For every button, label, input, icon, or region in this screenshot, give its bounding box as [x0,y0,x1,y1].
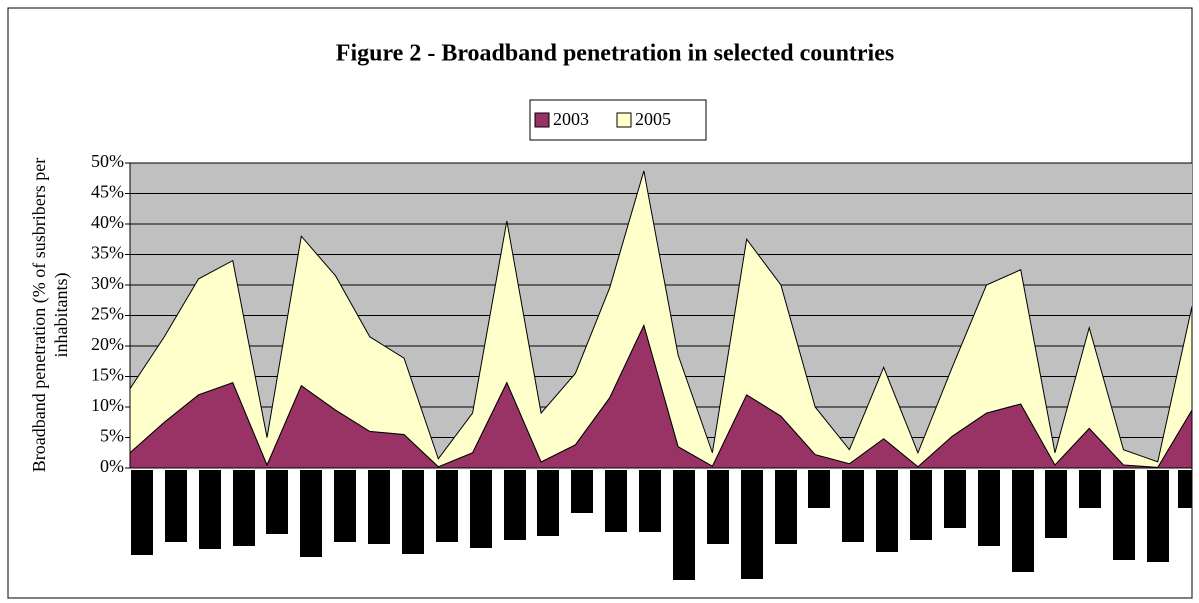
y-tick-label: 50% [91,151,124,171]
y-tick-label: 40% [91,212,124,232]
legend-swatch [534,112,550,128]
y-tick-label: 45% [91,182,124,202]
y-axis-label: Broadband penetration (% of susbribers p… [29,157,71,473]
y-tick-label: 5% [100,426,124,446]
y-tick-label: 20% [91,334,124,354]
y-tick-label: 0% [100,456,124,476]
y-tick-label: 15% [91,365,124,385]
y-tick-label: 35% [91,243,124,263]
legend-label: 2005 [635,109,671,129]
x-axis-labels-obscured [131,470,1192,580]
chart-title: Figure 2 - Broadband penetration in sele… [336,41,894,67]
y-tick-label: 10% [91,395,124,415]
area [129,170,1193,468]
legend-label: 2003 [553,109,589,129]
plot: 0% 5% 10% 15% 20% 25% 30% 35% 40% 45% 50% [91,151,1193,476]
legend-swatch [616,112,632,128]
y-tick-label: 25% [91,304,124,324]
y-tick-label: 30% [91,273,124,293]
legend: 2003 2005 [534,109,671,129]
